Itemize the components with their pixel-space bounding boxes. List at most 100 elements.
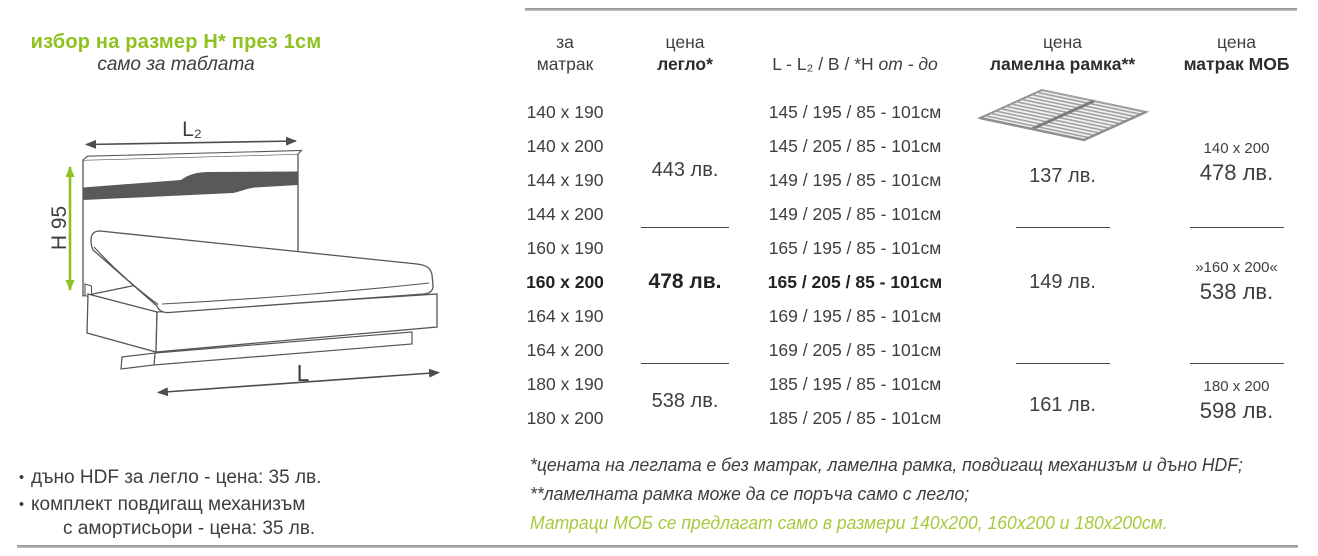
mattress-size-cell: 144 x 200 <box>526 203 604 224</box>
bed-price-group: 538 лв. <box>630 367 740 435</box>
option-line: с амортисьори - цена: 35 лв. <box>63 518 316 539</box>
lamella-frame-image <box>976 88 1149 142</box>
option-text: дъно HDF за легло - цена: 35 лв. <box>31 466 321 490</box>
bed-price: 478 лв. <box>648 270 722 293</box>
dimensions-cell: 165 / 205 / 85 - 101см <box>767 271 943 292</box>
group-separator <box>641 227 729 228</box>
footnote: Матраци МОБ се предлагат само в размери … <box>530 512 1168 533</box>
bed-price-group: 478 лв. <box>630 231 740 367</box>
top-divider <box>525 8 1297 11</box>
headboard-top-edge <box>82 149 303 161</box>
frame-price: 137 лв. <box>1029 165 1096 187</box>
mob-size: 140 x 200 <box>1203 140 1270 157</box>
header-line-bottom: легло* <box>657 54 713 74</box>
mattress-size-cell: 164 x 190 <box>526 305 604 326</box>
bed-price-group: 443 лв. <box>630 95 740 231</box>
bed-price-content: 443 лв. <box>652 159 719 182</box>
dimensions-cell: 149 / 195 / 85 - 101см <box>768 169 942 190</box>
frame-price-group: 161 лв. <box>970 367 1155 435</box>
bed-price-content: 538 лв. <box>652 390 719 413</box>
options-list: • дъно HDF за легло - цена: 35 лв. • компле… <box>12 466 362 544</box>
frame-price-group: 137 лв. <box>970 88 1155 231</box>
mattress-seam <box>161 282 430 305</box>
frame-price: 161 лв. <box>1029 393 1096 416</box>
mattress-size-cell: 140 x 190 <box>526 101 604 122</box>
mattress-top-front-edge <box>93 246 159 305</box>
option-line: дъно HDF за легло - цена: 35 лв. <box>31 467 322 488</box>
headboard-stripe <box>83 171 298 200</box>
column-header-5: цена матрак МОБ <box>1155 20 1318 95</box>
bed-base-left-face <box>86 293 158 353</box>
title-block: избор на размер H* през 1см само за табл… <box>28 31 324 76</box>
bullet-icon: • <box>18 469 25 486</box>
mob-mattress-group: 180 x 200 598 лв. <box>1155 367 1318 435</box>
frame-price-content: 161 лв. <box>1029 394 1096 417</box>
width-arrow-label: L₂ <box>182 118 202 141</box>
mob-content: »160 x 200« 538 лв. <box>1195 258 1278 306</box>
dimensions-cell: 169 / 195 / 85 - 101см <box>768 305 942 326</box>
mattress-size-cell: 164 x 200 <box>526 339 604 360</box>
bottom-divider <box>17 545 1298 548</box>
mob-price: 538 лв. <box>1199 279 1274 304</box>
group-separator <box>1015 227 1110 228</box>
dimensions-cell: 165 / 195 / 85 - 101см <box>768 237 942 258</box>
height-arrow-label: H 95 <box>48 206 71 250</box>
price-table: за матрак цена легло* L - L₂ / B / *H от - д… <box>500 20 1318 435</box>
mob-mattress-group: 140 x 200 478 лв. <box>1155 95 1318 231</box>
mattress-size-cell: 180 x 190 <box>526 373 604 394</box>
column-header-1: за матрак <box>500 20 630 95</box>
footnote: **ламелната рамка може да се поръча само… <box>530 483 970 504</box>
bed-price: 538 лв. <box>651 389 719 412</box>
header-line-top: цена <box>1043 32 1082 52</box>
mob-size: »160 x 200« <box>1195 259 1278 276</box>
header-line-bottom: матрак МОБ <box>1183 54 1290 74</box>
header-line-top: цена <box>1217 32 1256 52</box>
group-separator <box>641 363 729 364</box>
frame-price-content: 137 лв. <box>974 85 1152 188</box>
option-line: комплект повдигащ механизъм <box>31 494 306 515</box>
page-title: избор на размер H* през 1см <box>30 31 322 53</box>
header-line-bottom: L - L₂ / B / *H от - до <box>772 54 938 74</box>
header-line-bottom: ламелна рамка** <box>989 54 1136 74</box>
dimensions-cell: 145 / 195 / 85 - 101см <box>768 101 942 122</box>
mob-mattress-group: »160 x 200« 538 лв. <box>1155 231 1318 367</box>
bullet-icon: • <box>18 496 25 513</box>
mob-price: 478 лв. <box>1199 160 1274 185</box>
column-header-2: цена легло* <box>630 20 740 95</box>
column-header-3: L - L₂ / B / *H от - до <box>740 20 970 95</box>
option-item: • комплект повдигащ механизъм с амортисьор… <box>12 493 362 541</box>
mob-price: 598 лв. <box>1199 398 1274 423</box>
mob-content: 180 x 200 598 лв. <box>1200 377 1273 425</box>
length-arrow-label: L <box>297 360 310 386</box>
bed-price: 443 лв. <box>651 158 719 181</box>
bed-diagram: L₂ H 95 L <box>48 118 440 397</box>
header-line-bottom: матрак <box>536 54 594 74</box>
header-line-top: за <box>556 32 574 52</box>
column-header-4: цена ламелна рамка** <box>970 20 1155 95</box>
footnote: *цената на леглата е без матрак, ламелна… <box>530 454 1243 475</box>
header-italic-part: от - до <box>878 54 938 74</box>
dimensions-cell: 185 / 205 / 85 - 101см <box>768 407 942 428</box>
frame-price: 149 лв. <box>1029 270 1096 293</box>
mob-content: 140 x 200 478 лв. <box>1200 139 1273 187</box>
page-subtitle: само за таблата <box>97 54 255 75</box>
mattress <box>90 230 434 314</box>
dimensions-cell: 169 / 205 / 85 - 101см <box>768 339 942 360</box>
footnotes: *цената на леглата е без матрак, ламелна… <box>530 450 1318 537</box>
group-separator <box>1015 363 1110 364</box>
mattress-size-cell: 180 x 200 <box>526 407 604 428</box>
option-item: • дъно HDF за легло - цена: 35 лв. <box>12 466 362 490</box>
dimensions-cell: 185 / 195 / 85 - 101см <box>768 373 942 394</box>
dimensions-cell: 149 / 205 / 85 - 101см <box>768 203 942 224</box>
bed-plinth-left <box>120 352 156 370</box>
group-separator <box>1189 227 1284 228</box>
width-arrow <box>85 136 297 149</box>
mob-size: 180 x 200 <box>1203 378 1270 395</box>
mattress-size-cell: 140 x 200 <box>526 135 604 156</box>
dimensions-cell: 145 / 205 / 85 - 101см <box>768 135 942 156</box>
group-separator <box>1189 363 1284 364</box>
frame-price-content: 149 лв. <box>1029 271 1096 294</box>
mattress-size-cell: 160 x 200 <box>526 271 604 292</box>
frame-price-group: 149 лв. <box>970 231 1155 367</box>
